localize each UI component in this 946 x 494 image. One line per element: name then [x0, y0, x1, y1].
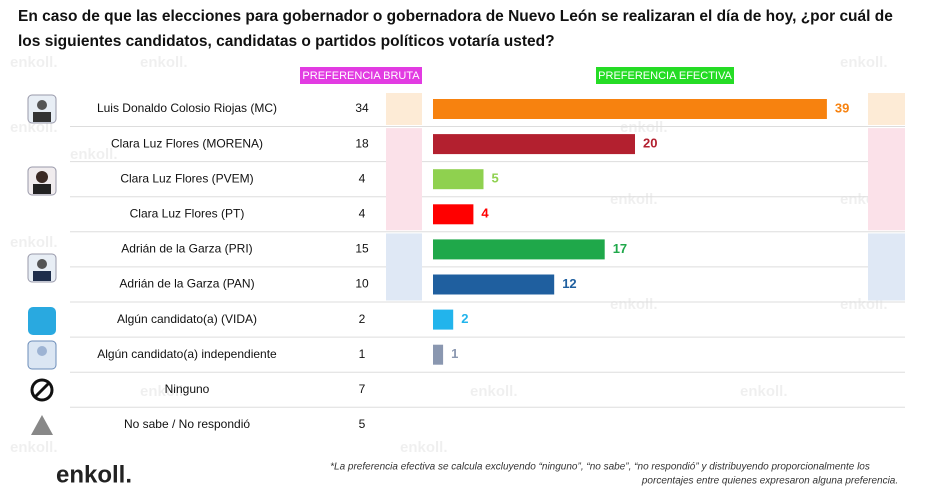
raw-value: 15: [355, 242, 369, 256]
unknown-icon: [31, 415, 53, 435]
raw-value: 1: [359, 347, 366, 361]
bar-value: 5: [492, 171, 499, 186]
avatar-body: [33, 184, 51, 194]
raw-value: 4: [359, 171, 366, 185]
bar: [433, 204, 474, 225]
category-label: Adrián de la Garza (PRI): [121, 242, 252, 256]
watermark: enkoll.: [10, 234, 58, 251]
category-label: Clara Luz Flores (PT): [130, 206, 245, 220]
raw-value: 10: [355, 277, 369, 291]
raw-value: 7: [359, 382, 366, 396]
watermark: enkoll.: [620, 119, 668, 136]
none-icon: [33, 381, 51, 399]
raw-value: 2: [359, 312, 366, 326]
watermark: enkoll.: [70, 146, 118, 163]
bar: [433, 99, 827, 119]
watermark: enkoll.: [740, 383, 788, 400]
raw-header: PREFERENCIA BRUTA: [302, 70, 420, 82]
bar-value: 4: [481, 206, 489, 221]
logo: enkoll.: [56, 461, 132, 488]
bar-value: 17: [613, 241, 627, 256]
raw-value: 4: [359, 206, 366, 220]
watermark: enkoll.: [610, 191, 658, 208]
category-label: Ninguno: [165, 382, 210, 396]
avatar-body: [33, 112, 51, 122]
bar-value: 12: [562, 276, 576, 291]
raw-value: 34: [355, 101, 369, 115]
category-label: Clara Luz Flores (PVEM): [120, 171, 253, 185]
eff-group-box: [868, 128, 905, 231]
bar: [433, 274, 555, 295]
watermark: enkoll.: [470, 383, 518, 400]
title-line: los siguientes candidatos, candidatas o …: [18, 33, 555, 50]
raw-value: 5: [359, 417, 366, 431]
category-label: Luis Donaldo Colosio Riojas (MC): [97, 101, 277, 115]
eff-group-box: [868, 233, 905, 301]
avatar-body: [33, 271, 51, 281]
bar: [433, 239, 605, 260]
raw-header-bg: [300, 67, 422, 84]
watermark: enkoll.: [610, 296, 658, 313]
watermark: enkoll.: [840, 54, 888, 71]
eff-header-bg: [596, 67, 734, 84]
title-line: En caso de que las elecciones para gober…: [18, 8, 893, 25]
icons: [27, 94, 57, 435]
bar: [433, 169, 484, 190]
category-label: Clara Luz Flores (MORENA): [111, 136, 263, 150]
vida-logo: [28, 307, 56, 335]
bar: [433, 134, 635, 155]
category-label: Algún candidato(a) independiente: [97, 347, 277, 361]
category-label: Algún candidato(a) (VIDA): [117, 312, 257, 326]
raw-group-box: [386, 128, 422, 231]
watermark: enkoll.: [400, 439, 448, 456]
bar-value: 39: [835, 100, 849, 115]
eff-group-box: [868, 93, 905, 125]
watermark: enkoll.: [10, 439, 58, 456]
raw-value: 18: [355, 136, 369, 150]
none-icon: [30, 378, 54, 402]
bar-value: 2: [461, 311, 468, 326]
bar: [433, 309, 454, 330]
footnote: *La preferencia efectiva se calcula excl…: [330, 462, 870, 473]
raw-group-box: [386, 93, 422, 125]
bar-value: 1: [451, 346, 458, 361]
footnote: porcentajes entre quienes expresaron alg…: [641, 476, 898, 487]
raw-group-box: [386, 233, 422, 301]
watermark: enkoll.: [140, 383, 188, 400]
watermark: enkoll.: [10, 54, 58, 71]
watermark: enkoll.: [140, 54, 188, 71]
bar: [433, 344, 444, 365]
avatar-head: [36, 171, 48, 183]
avatar-head: [37, 100, 47, 110]
avatar-head: [37, 346, 47, 356]
category-label: Adrián de la Garza (PAN): [119, 277, 254, 291]
eff-header: PREFERENCIA EFECTIVA: [598, 70, 732, 82]
bar-value: 20: [643, 136, 657, 151]
avatar-head: [37, 259, 47, 269]
category-label: No sabe / No respondió: [124, 417, 250, 431]
